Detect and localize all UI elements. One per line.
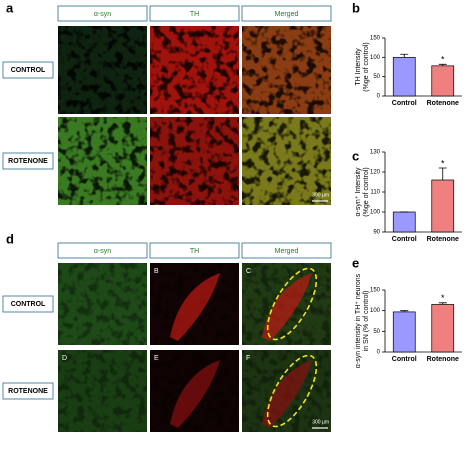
x-tick-label: Rotenone — [427, 100, 459, 107]
column-header: α-syn — [94, 11, 111, 18]
image-label: C — [246, 268, 251, 275]
column-header: α-syn — [94, 248, 111, 255]
y-tick-label: 130 — [370, 150, 381, 156]
x-tick-label: Control — [392, 100, 417, 107]
bar — [392, 56, 416, 97]
panel-label: c — [352, 148, 359, 163]
panel-label: d — [6, 231, 14, 246]
micrograph-texture — [242, 117, 331, 205]
column-header-box — [241, 242, 332, 259]
bar — [392, 211, 416, 233]
column-header-box — [241, 5, 332, 22]
row-label: ROTENONE — [8, 158, 48, 165]
y-tick-label: 0 — [377, 94, 381, 100]
panel-label: e — [352, 255, 359, 270]
highlight-ellipse — [266, 267, 318, 341]
micrograph-texture — [58, 117, 147, 205]
y-tick-label: 120 — [370, 170, 381, 176]
row-label-box — [2, 152, 54, 170]
x-tick-label: Rotenone — [427, 236, 459, 243]
stained-region — [170, 273, 220, 341]
image-label: E — [154, 355, 159, 362]
highlight-ellipse — [266, 354, 318, 428]
y-axis-label: in SN (% of control) — [363, 291, 370, 352]
bar — [431, 304, 455, 353]
panel-label: b — [352, 0, 360, 15]
bar — [431, 65, 455, 97]
row-label: ROTENONE — [8, 388, 48, 395]
scale-bar-label: 300 µm — [312, 419, 329, 425]
significance-marker: * — [441, 158, 445, 168]
x-tick-label: Control — [392, 236, 417, 243]
error-bar — [400, 53, 409, 58]
y-tick-label: 50 — [373, 74, 380, 80]
micrograph-texture — [58, 263, 147, 345]
y-tick-label: 0 — [377, 350, 381, 356]
stained-region — [170, 360, 220, 428]
y-axis-label: TH Intensity — [355, 48, 362, 86]
column-header: Merged — [275, 248, 299, 255]
y-tick-label: 150 — [370, 36, 381, 42]
y-tick-label: 90 — [373, 230, 380, 236]
image-label: B — [154, 268, 159, 275]
image-label: F — [246, 355, 250, 362]
y-tick-label: 110 — [370, 190, 380, 196]
significance-marker: * — [441, 55, 445, 65]
micrograph-texture — [150, 26, 239, 114]
column-header: TH — [190, 11, 199, 18]
y-tick-label: 50 — [373, 329, 380, 335]
row-label-box — [2, 382, 54, 400]
row-label-box — [2, 295, 54, 313]
row-label: CONTROL — [11, 301, 46, 308]
error-bar — [438, 302, 447, 305]
row-label-box — [2, 61, 54, 79]
micrograph-texture — [58, 26, 147, 114]
significance-marker: * — [441, 293, 445, 303]
micrograph-texture — [58, 350, 147, 432]
stained-region — [262, 360, 312, 428]
micrograph-texture — [242, 26, 331, 114]
y-tick-label: 100 — [370, 55, 381, 61]
column-header-box — [57, 242, 148, 259]
y-axis-label: α-syn⁺ Intensity — [355, 167, 362, 216]
column-header-box — [57, 5, 148, 22]
scale-bar-label: 300 µm — [312, 192, 329, 198]
bar — [392, 311, 416, 353]
stained-region — [262, 273, 312, 341]
y-axis-label: α-syn intensity in TH⁺ neurons — [355, 273, 362, 368]
column-header: TH — [190, 248, 199, 255]
micrograph-texture — [150, 117, 239, 205]
y-axis-label: (%ge of control) — [363, 167, 370, 216]
y-tick-label: 100 — [370, 308, 381, 314]
y-tick-label: 100 — [370, 210, 381, 216]
column-header: Merged — [275, 11, 299, 18]
y-tick-label: 150 — [370, 288, 381, 294]
error-bar — [438, 167, 447, 180]
x-tick-label: Rotenone — [427, 356, 459, 363]
y-axis-label: (%ge of control) — [363, 42, 370, 91]
error-bar — [438, 63, 447, 66]
image-label: D — [62, 355, 67, 362]
x-tick-label: Control — [392, 356, 417, 363]
row-label: CONTROL — [11, 67, 46, 74]
column-header-box — [149, 5, 240, 22]
error-bar — [400, 310, 409, 312]
bar — [431, 179, 455, 233]
panel-label: a — [6, 0, 14, 15]
column-header-box — [149, 242, 240, 259]
